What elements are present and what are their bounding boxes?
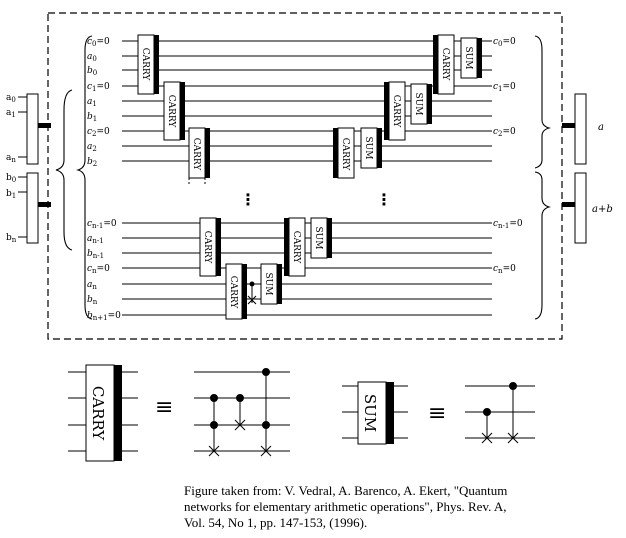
svg-text:b0: b0 bbox=[87, 66, 97, 77]
sum-gate-0: SUM bbox=[460, 37, 482, 79]
svg-text:a1: a1 bbox=[6, 108, 16, 119]
svg-text:b1: b1 bbox=[6, 189, 16, 200]
cnot-n bbox=[247, 281, 257, 305]
svg-text:CARRY: CARRY bbox=[340, 138, 350, 172]
sum-circuit bbox=[465, 382, 535, 444]
input-register-a: a0 a1 an bbox=[6, 93, 51, 165]
right-brace-sum bbox=[534, 171, 551, 320]
svg-text:b1: b1 bbox=[87, 112, 97, 123]
svg-text:c1=0: c1=0 bbox=[493, 82, 516, 93]
wires-lower bbox=[122, 222, 492, 316]
sum-gate-1: SUM bbox=[410, 83, 432, 125]
carry-gate-n-1: CARRY bbox=[199, 217, 221, 277]
svg-text:CARRY: CARRY bbox=[166, 95, 176, 129]
svg-text:an-1: an-1 bbox=[87, 234, 104, 245]
caption-line: networks for elementary arithmetic opera… bbox=[184, 499, 507, 514]
svg-text:CARRY: CARRY bbox=[228, 276, 238, 310]
sum-definition: SUM bbox=[342, 381, 408, 445]
output-register-sum: a+b bbox=[562, 172, 613, 244]
right-brace-a bbox=[534, 35, 551, 169]
figure-caption: Figure taken from: V. Vedral, A. Barenco… bbox=[184, 483, 624, 531]
sum-gate-2: SUM bbox=[360, 127, 382, 169]
network-frame bbox=[47, 12, 563, 340]
svg-text:SUM: SUM bbox=[463, 47, 473, 70]
output-register-a: a bbox=[562, 93, 604, 165]
carry-circuit bbox=[194, 368, 290, 457]
svg-text:a0: a0 bbox=[87, 52, 97, 63]
svg-text:cn-1=0: cn-1=0 bbox=[87, 219, 117, 230]
equiv-symbol-sum: ≡ bbox=[428, 401, 446, 426]
svg-text:CARRY: CARRY bbox=[140, 48, 150, 82]
carry-gate-mirror-0: CARRY bbox=[433, 34, 455, 95]
wire-labels-right: c0=0 c1=0 c2=0 cn-1=0 cn=0 bbox=[493, 37, 523, 275]
wire-labels-left: c0=0 a0 b0 c1=0 a1 b1 c2=0 a2 b2 cn-1=0 … bbox=[87, 37, 121, 322]
carry-gate-mirror-n-1: CARRY bbox=[284, 217, 306, 277]
svg-text:SUM: SUM bbox=[263, 273, 273, 296]
caption-line: Figure taken from: V. Vedral, A. Barenco… bbox=[184, 483, 508, 498]
carry-gate-mirror-1: CARRY bbox=[384, 81, 406, 141]
svg-text:SUM: SUM bbox=[361, 394, 379, 432]
svg-text:an: an bbox=[6, 153, 16, 164]
carry-gate-0: CARRY bbox=[137, 34, 159, 95]
sum-gate-n-1: SUM bbox=[310, 217, 332, 259]
svg-text:b2: b2 bbox=[87, 157, 97, 168]
carry-gate-2-partial: CARRY bbox=[188, 127, 210, 185]
svg-text:a0: a0 bbox=[6, 93, 16, 104]
ellipsis-left: ⋮ bbox=[240, 190, 256, 209]
svg-text:a1: a1 bbox=[87, 97, 97, 108]
svg-text:SUM: SUM bbox=[413, 93, 423, 116]
svg-text:c0=0: c0=0 bbox=[493, 37, 516, 48]
svg-text:a2: a2 bbox=[87, 142, 97, 153]
sum-gate-n: SUM bbox=[260, 263, 282, 305]
ellipsis-right: ⋮ bbox=[376, 190, 392, 209]
svg-text:a: a bbox=[598, 122, 604, 133]
svg-text:SUM: SUM bbox=[363, 137, 373, 160]
left-brace bbox=[55, 89, 73, 251]
svg-text:c1=0: c1=0 bbox=[87, 82, 110, 93]
svg-text:bn: bn bbox=[6, 233, 17, 244]
svg-text:bn-1: bn-1 bbox=[87, 249, 104, 260]
svg-text:bn+1=0: bn+1=0 bbox=[87, 311, 121, 322]
svg-text:cn=0: cn=0 bbox=[493, 264, 516, 275]
carry-gate-n: CARRY bbox=[225, 263, 247, 320]
svg-text:CARRY: CARRY bbox=[291, 231, 301, 265]
carry-gate-mirror-2-partial: CARRY bbox=[333, 127, 355, 179]
svg-text:b0: b0 bbox=[6, 173, 16, 184]
svg-text:c2=0: c2=0 bbox=[87, 127, 110, 138]
svg-text:SUM: SUM bbox=[313, 227, 323, 250]
svg-text:CARRY: CARRY bbox=[191, 138, 201, 172]
inner-left-brace bbox=[76, 35, 93, 320]
svg-text:CARRY: CARRY bbox=[440, 48, 450, 82]
svg-text:an: an bbox=[87, 280, 97, 291]
svg-text:cn=0: cn=0 bbox=[87, 264, 110, 275]
svg-text:CARRY: CARRY bbox=[89, 386, 107, 441]
carry-definition: CARRY bbox=[68, 364, 138, 462]
svg-text:c0=0: c0=0 bbox=[87, 37, 110, 48]
svg-text:a+b: a+b bbox=[592, 204, 613, 215]
input-register-b: b0 b1 bn bbox=[6, 172, 51, 244]
svg-text:CARRY: CARRY bbox=[202, 231, 212, 265]
svg-text:cn-1=0: cn-1=0 bbox=[493, 219, 523, 230]
equiv-symbol-carry: ≡ bbox=[155, 395, 173, 420]
svg-text:bn: bn bbox=[87, 295, 98, 306]
svg-text:CARRY: CARRY bbox=[391, 95, 401, 129]
svg-text:c2=0: c2=0 bbox=[493, 127, 516, 138]
caption-line: Vol. 54, No 1, pp. 147-153, (1996). bbox=[184, 515, 368, 530]
carry-gate-1: CARRY bbox=[163, 81, 185, 141]
